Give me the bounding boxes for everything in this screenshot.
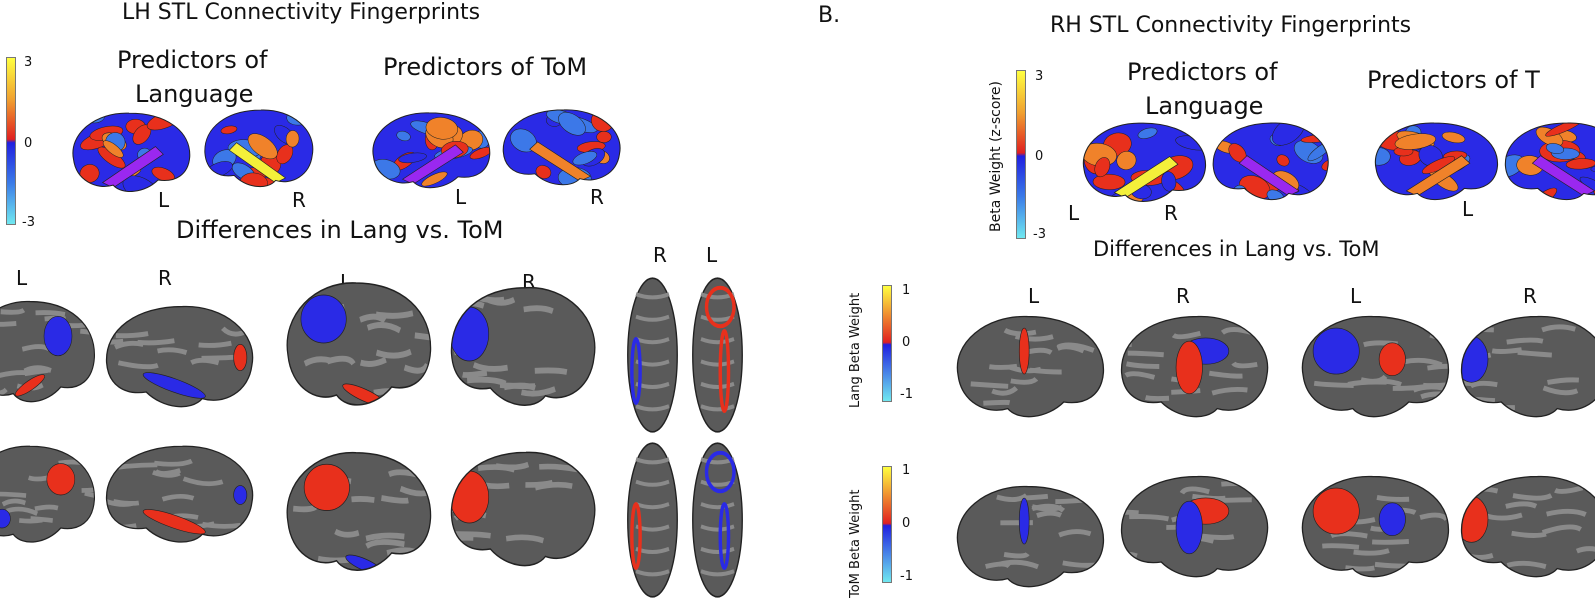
hemi-label: L bbox=[340, 270, 352, 294]
gray-brain-surface bbox=[105, 445, 254, 543]
panel-b-colorbar bbox=[1016, 70, 1026, 239]
pred-tom-title: Predictors of ToM bbox=[383, 53, 588, 81]
panel-a-title: LH STL Connectivity Fingerprints bbox=[122, 0, 481, 25]
colorbar-max: 1 bbox=[902, 463, 911, 478]
pred-tom-title: Predictors of T bbox=[1367, 66, 1540, 94]
gray-brain-surface bbox=[956, 315, 1105, 418]
colorbar-max: 3 bbox=[1035, 69, 1044, 84]
colorbar-mid: 0 bbox=[902, 335, 911, 350]
hemi-label: L bbox=[706, 243, 718, 267]
panel-b-letter: B. bbox=[818, 3, 841, 28]
colorbar-max: 1 bbox=[902, 283, 911, 298]
pred-language-line2: Language bbox=[135, 80, 254, 108]
gray-brain-surface bbox=[0, 300, 95, 403]
hemi-label: R bbox=[1523, 284, 1537, 308]
hemi-label: R bbox=[590, 185, 604, 209]
hemi-label: L bbox=[16, 266, 28, 290]
colorbar-min: -3 bbox=[1033, 227, 1046, 242]
gray-brain-surface bbox=[1301, 315, 1450, 418]
gray-brain-surface bbox=[450, 286, 596, 406]
dorsal-brain-view bbox=[627, 277, 678, 433]
lang-colorbar bbox=[882, 285, 892, 402]
differences-title: Differences in Lang vs. ToM bbox=[1093, 237, 1380, 261]
hemi-label: L bbox=[1350, 284, 1362, 308]
tom-colorbar bbox=[882, 466, 892, 583]
hemi-label: R bbox=[1176, 284, 1190, 308]
colorbar-mid: 0 bbox=[902, 516, 911, 531]
colored-brain-surface bbox=[1212, 122, 1329, 201]
hemi-label: R bbox=[1164, 201, 1178, 225]
hemi-label: L bbox=[158, 188, 170, 212]
panel-b-title: RH STL Connectivity Fingerprints bbox=[1050, 13, 1412, 38]
gray-brain-surface bbox=[0, 445, 95, 543]
pred-language-line1: Predictors of bbox=[1127, 58, 1278, 86]
gray-brain-surface bbox=[105, 305, 254, 408]
colored-brain-surface bbox=[502, 109, 621, 186]
gray-brain-surface bbox=[1460, 315, 1595, 418]
gray-brain-surface bbox=[1460, 475, 1595, 578]
colorbar-min: -3 bbox=[22, 215, 35, 230]
hemi-label: R bbox=[158, 266, 172, 290]
gray-brain-surface bbox=[1301, 475, 1450, 578]
hemi-label: L bbox=[1068, 201, 1080, 225]
colorbar-max: 3 bbox=[24, 55, 33, 70]
hemi-label: L bbox=[455, 185, 467, 209]
gray-brain-surface bbox=[286, 451, 432, 571]
dorsal-brain-view bbox=[627, 442, 678, 598]
colorbar-mid: 0 bbox=[24, 136, 33, 151]
colorbar-mid: 0 bbox=[1035, 149, 1044, 164]
gray-brain-surface bbox=[450, 451, 596, 567]
colored-brain-surface bbox=[72, 112, 191, 192]
colored-brain-surface bbox=[1082, 122, 1207, 202]
gray-brain-surface bbox=[1120, 475, 1269, 578]
pred-language-line2: Language bbox=[1145, 92, 1264, 120]
colored-brain-surface bbox=[1504, 122, 1595, 201]
hemi-label: L bbox=[1462, 197, 1474, 221]
pred-language-line1: Predictors of bbox=[117, 46, 268, 74]
hemi-label: R bbox=[292, 188, 306, 212]
dorsal-brain-view bbox=[692, 442, 743, 598]
colorbar-min: -1 bbox=[900, 569, 913, 584]
colored-brain-surface bbox=[204, 109, 314, 188]
colorbar-label: Beta Weight (z-score) bbox=[988, 81, 1004, 232]
colored-brain-surface bbox=[372, 112, 491, 189]
gray-brain-surface bbox=[1120, 315, 1269, 418]
gray-brain-surface bbox=[286, 282, 432, 406]
lang-colorbar-label: Lang Beta Weight bbox=[848, 292, 863, 408]
tom-colorbar-label: ToM Beta Weight bbox=[848, 489, 863, 598]
differences-title: Differences in Lang vs. ToM bbox=[176, 216, 504, 244]
colored-brain-surface bbox=[1374, 122, 1499, 201]
hemi-label: R bbox=[653, 243, 667, 267]
panel-a-colorbar bbox=[6, 57, 16, 225]
gray-brain-surface bbox=[956, 485, 1105, 588]
dorsal-brain-view bbox=[692, 277, 743, 433]
hemi-label: L bbox=[1028, 284, 1040, 308]
colorbar-min: -1 bbox=[900, 387, 913, 402]
